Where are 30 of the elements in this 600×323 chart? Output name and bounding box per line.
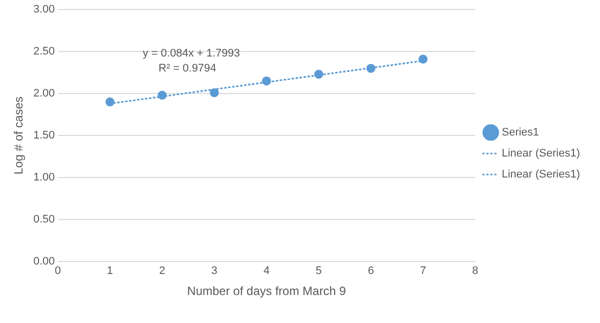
x-tick-label: 2 <box>159 265 166 278</box>
x-tick-label: 3 <box>211 265 218 278</box>
legend-label: Linear (Series1) <box>502 168 580 181</box>
point <box>158 90 167 100</box>
y-tick-label: 3.00 <box>33 4 55 16</box>
y-tick-label: 0.00 <box>33 255 55 268</box>
annotation: R² = 0.9794 <box>158 62 216 75</box>
point <box>210 88 219 98</box>
point <box>366 64 376 73</box>
y-tick-label: 1.00 <box>33 172 55 184</box>
x-tick-label: 8 <box>472 265 478 278</box>
point <box>262 76 272 86</box>
y-axis-title: Log # of cases <box>12 96 26 175</box>
y-tick-label: 0.50 <box>33 213 55 226</box>
x-tick-label: 6 <box>368 265 374 278</box>
x-tick-label: 1 <box>106 265 114 278</box>
annotation: y = 0.084x + 1.7993 <box>142 48 240 60</box>
point <box>418 54 428 64</box>
x-tick-label: 7 <box>420 265 426 278</box>
x-tick-label: 4 <box>263 265 270 278</box>
legend-label: Linear (Series1) <box>502 148 580 160</box>
y-tick-label: 1.50 <box>33 130 55 142</box>
y-tick-label: 2.00 <box>33 88 55 100</box>
x-axis-title: Number of days from March 9 <box>187 284 346 298</box>
x-tick-label: 5 <box>316 265 322 278</box>
legend-label: Series1 <box>502 126 540 139</box>
x-tick-label: 0 <box>54 265 61 278</box>
y-tick-label: 2.50 <box>33 46 55 58</box>
point <box>105 97 114 106</box>
point <box>314 70 324 79</box>
